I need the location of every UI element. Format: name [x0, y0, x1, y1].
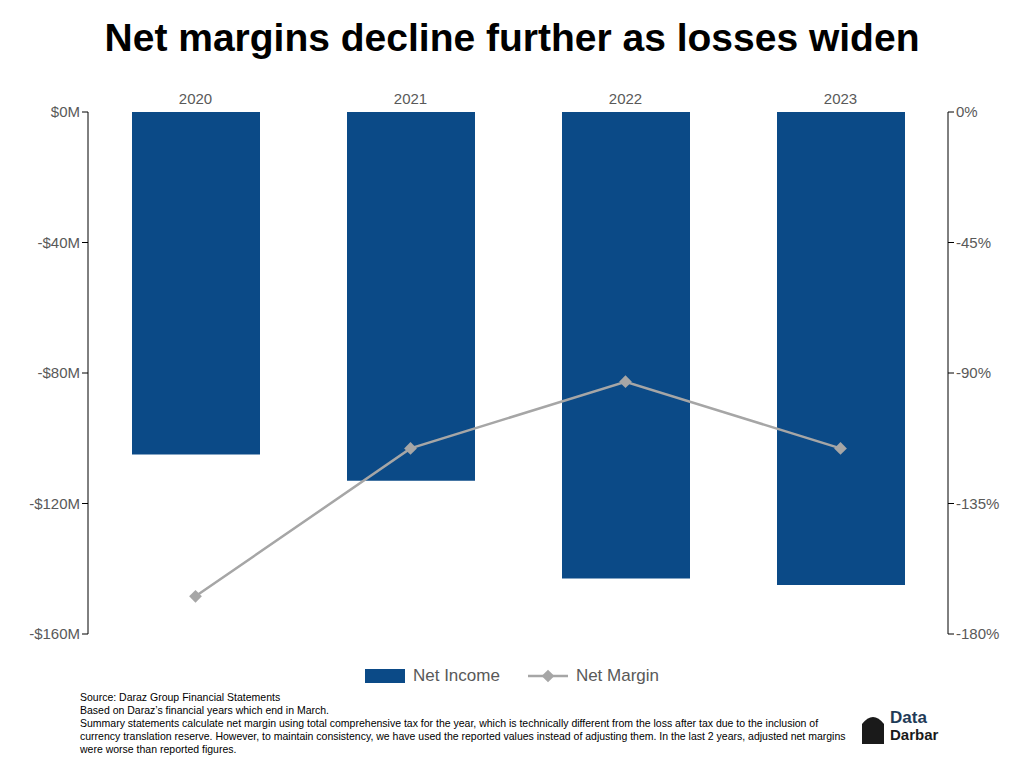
svg-text:-$160M: -$160M	[29, 625, 80, 642]
html-text:Darbar: Darbar	[890, 726, 939, 743]
svg-text:2023: 2023	[824, 90, 857, 107]
svg-text:2020: 2020	[179, 90, 212, 107]
svg-text:$0M: $0M	[51, 103, 80, 120]
svg-text:-90%: -90%	[956, 364, 991, 381]
html-text:Net Income: Net Income	[413, 666, 500, 685]
svg-text:-$40M: -$40M	[37, 234, 80, 251]
svg-text:-$120M: -$120M	[29, 495, 80, 512]
html-text:Source: Daraz Group Financial: Source: Daraz Group Financial Statements	[80, 691, 281, 703]
svg-text:2021: 2021	[394, 90, 427, 107]
svg-text:2022: 2022	[609, 90, 642, 107]
svg-text:-180%: -180%	[956, 625, 999, 642]
html-text:Data: Data	[890, 708, 927, 727]
svg-text:-45%: -45%	[956, 234, 991, 251]
svg-text:0%: 0%	[956, 103, 978, 120]
svg-text:-$80M: -$80M	[37, 364, 80, 381]
html-text:Net Margin: Net Margin	[575, 666, 659, 685]
svg-text:-135%: -135%	[956, 495, 999, 512]
html-text:Summary statements calculate n: Summary statements calculate net margin …	[80, 717, 846, 755]
html-text:Based on Daraz’s financial yea: Based on Daraz’s financial years which e…	[80, 704, 329, 716]
html-text:Net margins decline further as: Net margins decline further as losses wi…	[104, 16, 920, 59]
